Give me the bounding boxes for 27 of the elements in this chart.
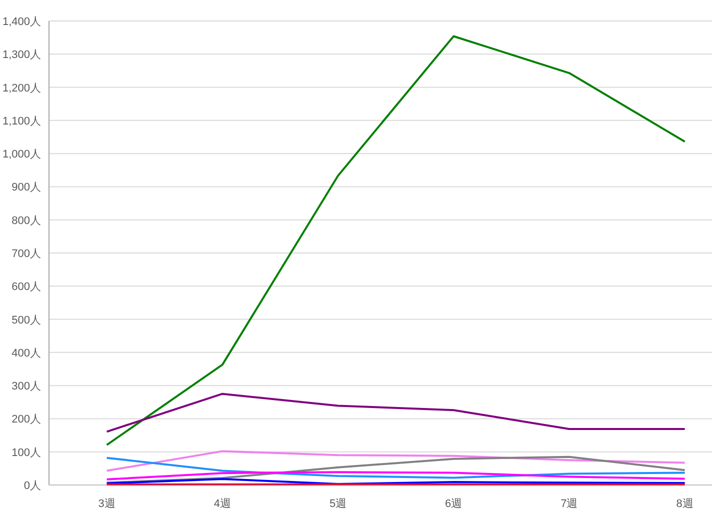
line-series [106, 392, 686, 433]
y-tick-label: 1,100人 [2, 115, 41, 128]
y-tick-label: 300人 [12, 380, 41, 393]
y-tick-label: 600人 [12, 281, 41, 294]
line-series [106, 456, 686, 479]
y-tick-label: 800人 [12, 214, 41, 227]
y-tick-label: 1,200人 [2, 82, 41, 94]
x-tick-label: 6週 [445, 498, 462, 510]
y-tick-label: 500人 [12, 314, 41, 326]
x-tick-label: 4週 [214, 498, 231, 510]
x-tick-label: 8週 [676, 498, 694, 510]
x-tick-label: 5週 [329, 498, 347, 510]
x-tick-label: 7週 [560, 498, 578, 510]
y-tick-label: 400人 [12, 347, 41, 360]
y-tick-label: 1,400人 [2, 16, 41, 28]
y-tick-label: 700人 [12, 248, 41, 260]
y-tick-label: 1,300人 [2, 49, 41, 62]
y-tick-label: 1,000人 [2, 148, 41, 161]
y-tick-label: 100人 [12, 446, 41, 459]
y-tick-label: 200人 [12, 414, 41, 426]
y-tick-label: 0人 [24, 480, 41, 492]
line-series [106, 471, 686, 480]
line-series [106, 450, 686, 472]
line-series [106, 456, 686, 484]
line-series [106, 35, 686, 446]
y-tick-label: 900人 [12, 182, 41, 194]
x-tick-label: 3週 [98, 498, 116, 510]
